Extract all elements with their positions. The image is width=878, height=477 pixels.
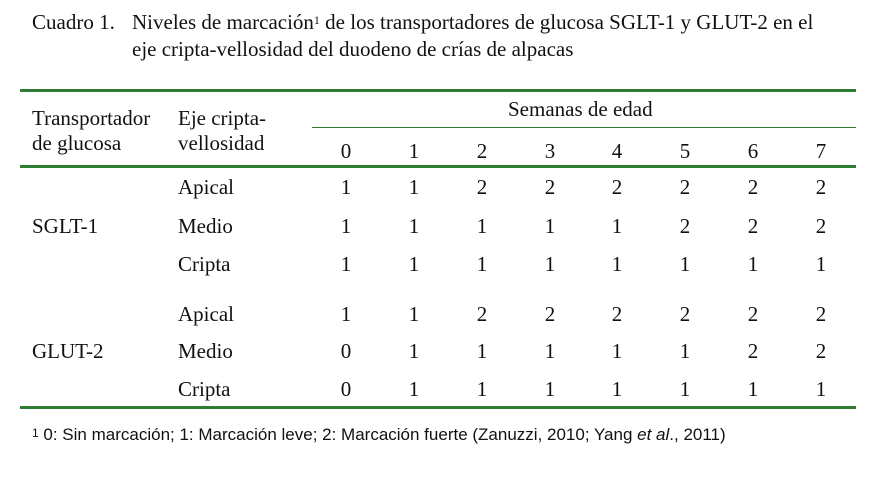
table-cell: 2 xyxy=(815,175,827,199)
week-header: 0 xyxy=(340,139,352,163)
week-header: 6 xyxy=(747,139,759,163)
table-cell: 2 xyxy=(747,175,759,199)
table-cell: 1 xyxy=(408,302,420,326)
week-header: 1 xyxy=(408,139,420,163)
transporter-label: GLUT-2 xyxy=(32,339,104,363)
table-cell: 1 xyxy=(679,252,691,276)
table-cell: 2 xyxy=(476,302,488,326)
table-cell: 2 xyxy=(747,214,759,238)
footnote-italic-text: et al xyxy=(637,425,670,444)
table-cell: 2 xyxy=(747,339,759,363)
header-transporter-line2: de glucosa xyxy=(32,131,122,155)
table-cell: 1 xyxy=(544,214,556,238)
table-cell: 2 xyxy=(815,302,827,326)
region-label: Apical xyxy=(178,175,234,199)
table-cell: 1 xyxy=(476,339,488,363)
table-cell: 2 xyxy=(544,302,556,326)
table-cell: 1 xyxy=(340,302,352,326)
week-header: 7 xyxy=(815,139,827,163)
region-label: Cripta xyxy=(178,377,231,401)
week-header: 4 xyxy=(611,139,623,163)
table-cell: 1 xyxy=(747,377,759,401)
table-cell: 1 xyxy=(679,339,691,363)
table-cell: 1 xyxy=(544,252,556,276)
week-header: 5 xyxy=(679,139,691,163)
table-cell: 1 xyxy=(544,339,556,363)
table-cell: 2 xyxy=(679,175,691,199)
group-header-rule xyxy=(312,127,856,128)
header-axis-line2: vellosidad xyxy=(178,131,265,155)
table-cell: 1 xyxy=(340,252,352,276)
table-cell: 2 xyxy=(815,214,827,238)
table-cell: 1 xyxy=(611,377,623,401)
table-cell: 2 xyxy=(611,302,623,326)
header-weeks-group: Semanas de edad xyxy=(508,97,653,121)
region-label: Cripta xyxy=(178,252,231,276)
caption-title-part1: Niveles de marcación xyxy=(132,10,314,34)
region-label: Apical xyxy=(178,302,234,326)
table-cell: 1 xyxy=(408,339,420,363)
table-cell: 1 xyxy=(544,377,556,401)
table-cell: 0 xyxy=(340,339,352,363)
table-cell: 1 xyxy=(611,252,623,276)
table-cell: 2 xyxy=(679,302,691,326)
table-cell: 2 xyxy=(611,175,623,199)
table-cell: 1 xyxy=(815,377,827,401)
caption-label: Cuadro 1. xyxy=(32,10,115,34)
footnote-marker: 1 xyxy=(32,426,39,440)
table-cell: 2 xyxy=(815,339,827,363)
caption-title-line2: eje cripta-vellosidad del duodeno de crí… xyxy=(132,37,574,61)
transporter-label: SGLT-1 xyxy=(32,214,99,238)
table-cell: 1 xyxy=(476,252,488,276)
table-cell: 1 xyxy=(679,377,691,401)
footnote-text: 0: Sin marcación; 1: Marcación leve; 2: … xyxy=(38,425,638,444)
table-cell: 1 xyxy=(611,339,623,363)
week-header: 2 xyxy=(476,139,488,163)
table-caption: Cuadro 1. Niveles de marcación1 de los tr… xyxy=(32,9,872,63)
region-label: Medio xyxy=(178,339,233,363)
table-cell: 2 xyxy=(747,302,759,326)
table-cell: 1 xyxy=(340,214,352,238)
bottom-rule xyxy=(20,406,856,409)
header-bottom-rule xyxy=(20,165,856,168)
table-cell: 1 xyxy=(476,214,488,238)
table-cell: 1 xyxy=(408,377,420,401)
table-cell: 1 xyxy=(408,175,420,199)
table-cell: 2 xyxy=(679,214,691,238)
table-cell: 1 xyxy=(747,252,759,276)
region-label: Medio xyxy=(178,214,233,238)
table-footnote: 1 0: Sin marcación; 1: Marcación leve; 2… xyxy=(32,424,726,446)
header-axis-line1: Eje cripta- xyxy=(178,106,267,130)
table-cell: 2 xyxy=(476,175,488,199)
week-header: 3 xyxy=(544,139,556,163)
table-cell: 0 xyxy=(340,377,352,401)
table-cell: 1 xyxy=(611,214,623,238)
header-transporter-line1: Transportador xyxy=(32,106,151,130)
table-cell: 1 xyxy=(408,252,420,276)
table-cell: 2 xyxy=(544,175,556,199)
footnote-text-end: ., 2011) xyxy=(669,425,726,444)
table-cell: 1 xyxy=(815,252,827,276)
caption-title-part2: de los transportadores de glucosa SGLT-1… xyxy=(319,10,814,34)
table-cell: 1 xyxy=(408,214,420,238)
table-cell: 1 xyxy=(476,377,488,401)
caption-footnote-marker: 1 xyxy=(313,13,320,27)
table-cell: 1 xyxy=(340,175,352,199)
top-rule xyxy=(20,89,856,92)
